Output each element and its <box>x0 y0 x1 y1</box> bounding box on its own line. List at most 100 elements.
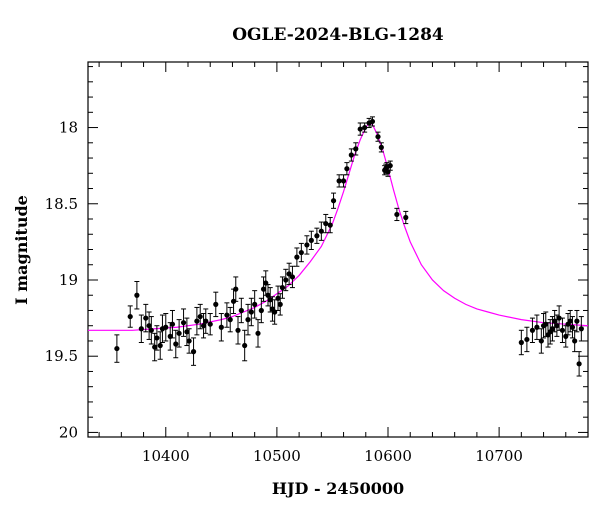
data-point <box>197 303 203 330</box>
data-marker <box>294 254 300 260</box>
data-marker <box>180 320 187 326</box>
data-point <box>283 268 289 292</box>
data-marker <box>357 126 363 132</box>
data-marker <box>218 324 224 330</box>
data-point <box>279 276 286 299</box>
data-point <box>534 314 540 340</box>
data-point <box>218 313 224 342</box>
data-point <box>330 192 337 209</box>
data-point <box>375 131 381 142</box>
data-point <box>148 316 154 345</box>
data-marker <box>318 228 324 234</box>
data-point <box>289 265 296 289</box>
axis-ticks <box>88 62 589 437</box>
data-marker <box>353 146 359 152</box>
data-point <box>200 313 207 339</box>
data-point <box>238 297 244 324</box>
x-tick-label: 10500 <box>253 447 301 465</box>
data-marker <box>304 242 310 248</box>
data-marker <box>394 211 400 218</box>
data-marker <box>556 315 562 321</box>
data-marker <box>289 274 296 280</box>
data-point <box>578 316 584 342</box>
data-marker <box>152 344 158 350</box>
data-marker <box>279 285 286 291</box>
data-point <box>362 122 368 133</box>
chart-title: OGLE-2024-BLG-1284 <box>232 25 444 45</box>
data-marker <box>552 318 558 324</box>
data-marker <box>138 326 144 332</box>
data-point <box>134 281 140 310</box>
x-tick-label: 10600 <box>364 447 412 465</box>
data-marker <box>524 336 530 343</box>
data-point <box>529 317 536 343</box>
data-marker <box>260 286 267 292</box>
data-point <box>114 334 120 363</box>
data-marker <box>538 338 544 344</box>
data-marker <box>283 277 289 283</box>
data-point <box>207 313 213 336</box>
data-point <box>318 221 324 241</box>
data-marker <box>134 292 140 298</box>
data-point <box>518 329 524 356</box>
data-point <box>260 276 267 302</box>
data-point <box>357 122 363 136</box>
data-point <box>574 309 580 333</box>
data-marker <box>184 329 190 335</box>
data-marker <box>267 297 273 303</box>
data-marker <box>578 326 584 332</box>
data-point <box>277 293 283 316</box>
data-marker <box>340 178 347 184</box>
data-marker <box>348 152 354 158</box>
model-curve <box>88 122 589 331</box>
data-point <box>138 314 144 343</box>
data-point <box>344 162 350 176</box>
data-point <box>353 142 359 156</box>
data-point <box>265 284 271 307</box>
data-marker <box>197 313 203 320</box>
data-marker <box>277 301 283 307</box>
data-marker <box>559 327 566 333</box>
data-point <box>348 148 354 162</box>
data-marker <box>275 295 281 301</box>
data-point <box>340 174 347 188</box>
data-point <box>255 319 261 348</box>
data-point <box>169 309 176 339</box>
data-point <box>336 174 342 188</box>
data-point <box>190 337 197 366</box>
data-point <box>369 116 376 127</box>
data-point <box>294 247 300 267</box>
data-marker <box>148 327 154 333</box>
data-point <box>258 297 264 324</box>
data-marker <box>252 301 258 307</box>
data-point <box>572 329 578 353</box>
data-marker <box>233 286 239 292</box>
data-point <box>127 305 133 328</box>
data-point <box>194 306 200 336</box>
data-marker <box>227 317 233 323</box>
y-tick-label: 19.5 <box>45 347 78 365</box>
data-point <box>157 331 163 360</box>
data-marker <box>265 292 271 298</box>
data-point <box>154 325 160 351</box>
x-tick-label: 10400 <box>142 447 190 465</box>
data-marker <box>238 307 244 314</box>
data-marker <box>572 338 578 344</box>
data-marker <box>323 220 329 227</box>
data-point <box>167 322 173 351</box>
y-tick-label: 20 <box>59 423 78 441</box>
y-axis-label: I magnitude <box>12 195 31 305</box>
tick-labels: 10400 10500 10600 10700 18 18.5 19 19.5 20 <box>45 119 523 465</box>
data-point <box>245 303 251 336</box>
data-point <box>538 328 544 354</box>
x-axis-label: HJD - 2450000 <box>272 479 404 498</box>
y-tick-label: 19 <box>59 271 78 289</box>
data-point <box>235 316 241 345</box>
data-marker <box>518 339 524 346</box>
data-marker <box>567 318 573 324</box>
data-point <box>173 329 179 359</box>
data-marker <box>248 309 254 315</box>
data-marker <box>375 134 381 140</box>
data-point <box>224 302 230 328</box>
